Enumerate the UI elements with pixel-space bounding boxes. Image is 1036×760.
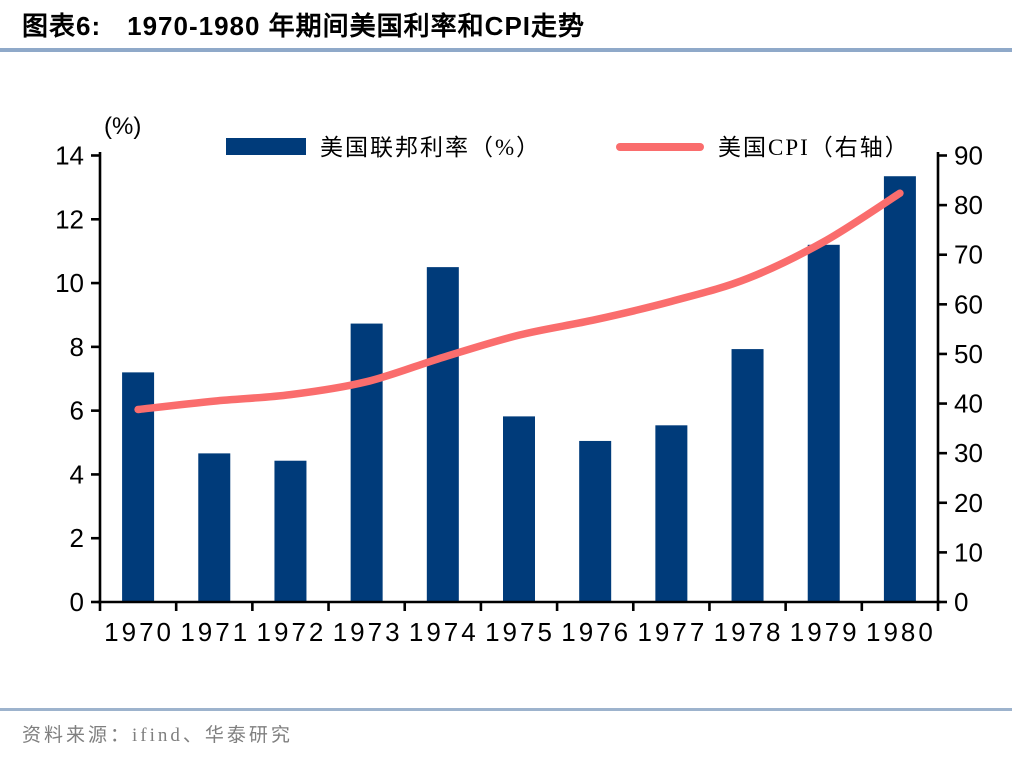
y-right-tick-label: 90: [954, 141, 983, 171]
y-left-tick-label: 10: [55, 268, 84, 298]
bar-1979: [807, 244, 840, 603]
x-tick-label: 1975: [485, 617, 555, 647]
cpi-line: [134, 189, 904, 414]
bar-1976: [579, 440, 612, 602]
y-right-tick-label: 30: [954, 438, 983, 468]
y-right-tick-label: 10: [954, 537, 983, 567]
y-right-tick-label: 60: [954, 289, 983, 319]
figure-title-text: 1970-1980 年期间美国利率和CPI走势: [127, 11, 586, 41]
y-right-tick-label: 0: [954, 587, 968, 617]
y-right-tick-label: 40: [954, 389, 983, 419]
y-left-tick-label: 6: [70, 396, 84, 426]
y-left-tick-label: 0: [70, 587, 84, 617]
x-tick-label: 1979: [790, 617, 860, 647]
figure-title: 图表6: 1970-1980 年期间美国利率和CPI走势: [22, 10, 1022, 42]
y-left-tick-label: 2: [70, 523, 84, 553]
bar-1972: [274, 460, 307, 602]
bar-1980: [883, 176, 916, 603]
legend-item-cpi: 美国CPI（右轴）: [616, 128, 910, 162]
bar-1973: [350, 323, 383, 602]
x-tick-label: 1978: [714, 617, 784, 647]
chart-legend: 美国联邦利率（%） 美国CPI（右轴）: [0, 128, 1036, 162]
legend-item-fed-rate: 美国联邦利率（%）: [226, 128, 541, 162]
footer-divider: [0, 708, 1012, 711]
y-right-tick-label: 70: [954, 240, 983, 270]
x-tick-label: 1971: [180, 617, 250, 647]
legend-label-fed-rate: 美国联邦利率（%）: [320, 135, 542, 160]
y-left-tick-label: 12: [55, 204, 84, 234]
y-right-tick-label: 80: [954, 190, 983, 220]
source-note: 资料来源：ifind、华泰研究: [22, 725, 293, 746]
bar-1974: [426, 267, 459, 602]
bar-1978: [731, 349, 764, 602]
left-axis-unit-label: (%): [104, 113, 141, 140]
bar-1977: [655, 425, 688, 602]
bar-1971: [198, 453, 231, 602]
y-right-tick-label: 50: [954, 339, 983, 369]
x-tick-label: 1974: [409, 617, 479, 647]
bar-1975: [503, 416, 535, 602]
x-tick-label: 1976: [561, 617, 631, 647]
figure-number-label: 图表6:: [22, 11, 102, 41]
x-tick-label: 1977: [637, 617, 707, 647]
y-right-tick-label: 20: [954, 488, 983, 518]
y-left-tick-label: 4: [70, 459, 84, 489]
x-tick-label: 1980: [866, 617, 936, 647]
title-divider: [0, 48, 1012, 52]
x-tick-label: 1972: [257, 617, 327, 647]
y-left-tick-label: 8: [70, 332, 84, 362]
legend-line-swatch: [616, 142, 704, 151]
x-tick-label: 1970: [104, 617, 174, 647]
legend-label-cpi: 美国CPI（右轴）: [718, 135, 910, 160]
legend-bar-swatch: [226, 138, 306, 155]
y-left-tick-label: 14: [55, 141, 84, 171]
x-tick-label: 1973: [333, 617, 403, 647]
